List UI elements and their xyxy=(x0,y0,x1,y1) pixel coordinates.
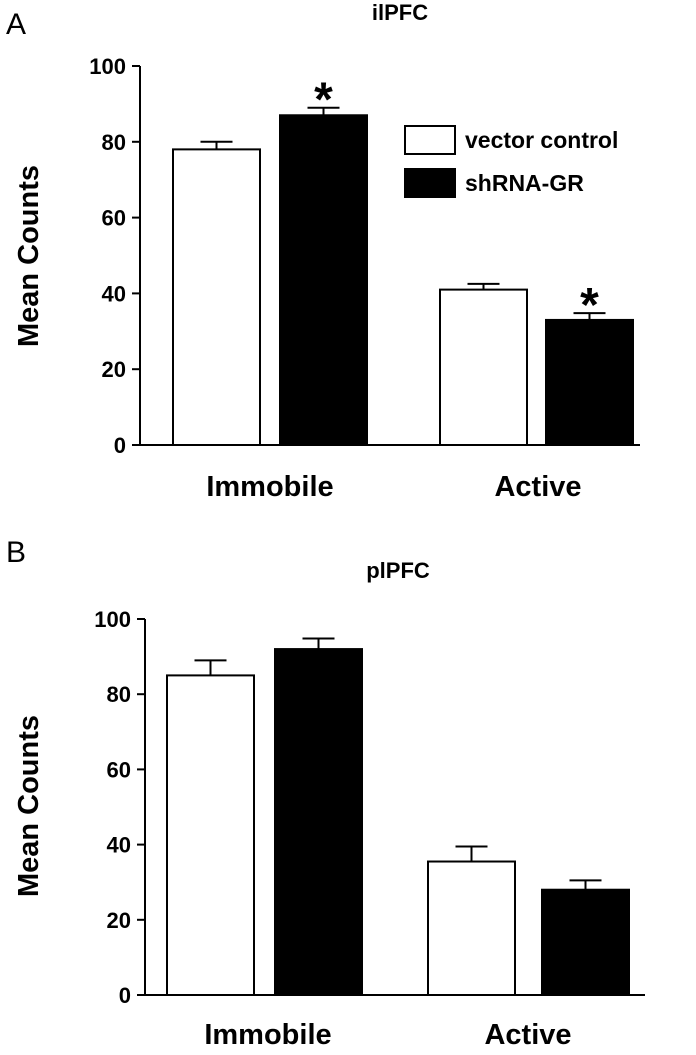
y-axis-label: Mean Counts xyxy=(13,165,45,347)
chart-title: plPFC xyxy=(366,558,430,583)
bar-vector-control xyxy=(439,288,528,446)
y-tick-label: 40 xyxy=(107,833,131,858)
y-tick-label: 20 xyxy=(102,357,126,382)
significance-asterisk: * xyxy=(314,74,333,127)
category-label-immobile: Immobile xyxy=(204,1019,331,1050)
bar-shrna-gr xyxy=(274,648,363,997)
y-tick-label: 100 xyxy=(89,54,126,79)
bar-vector-control xyxy=(427,860,516,997)
bars xyxy=(166,637,630,997)
bars: ** xyxy=(172,74,634,447)
bar-shrna-gr xyxy=(545,318,634,446)
y-tick-label: 0 xyxy=(114,433,126,458)
panel-letter: B xyxy=(6,536,26,569)
bar-shrna-gr xyxy=(541,888,630,996)
y-ticks: 0 20 40 60 80 100 xyxy=(89,54,140,458)
legend: vector control shRNA-GR xyxy=(404,125,618,198)
y-tick-label: 60 xyxy=(102,206,126,231)
significance-asterisk: * xyxy=(580,279,599,332)
y-tick-label: 20 xyxy=(107,908,131,933)
category-label-active: Active xyxy=(484,1019,571,1050)
legend-label-vector-control: vector control xyxy=(465,127,618,153)
legend-swatch-shrna-gr xyxy=(404,168,456,198)
chart-title: ilPFC xyxy=(372,0,428,25)
bar-shrna-gr xyxy=(279,114,368,447)
legend-swatch-vector-control xyxy=(404,125,456,155)
panel-b: B plPFC Mean Counts 0 20 40 60 80 100 Immobil… xyxy=(6,536,645,1051)
y-tick-label: 40 xyxy=(102,281,126,306)
bar-vector-control xyxy=(172,148,261,446)
category-label-active: Active xyxy=(494,471,581,503)
y-tick-label: 80 xyxy=(107,682,131,707)
y-ticks: 0 20 40 60 80 100 xyxy=(94,607,145,1008)
y-axis-label: Mean Counts xyxy=(13,715,45,897)
y-tick-label: 100 xyxy=(94,607,131,632)
category-label-immobile: Immobile xyxy=(206,471,333,503)
bar-vector-control xyxy=(166,674,255,997)
legend-label-shrna-gr: shRNA-GR xyxy=(465,170,584,196)
panel-letter: A xyxy=(6,8,26,41)
y-tick-label: 0 xyxy=(119,983,131,1008)
y-tick-label: 60 xyxy=(107,757,131,782)
y-tick-label: 80 xyxy=(102,130,126,155)
